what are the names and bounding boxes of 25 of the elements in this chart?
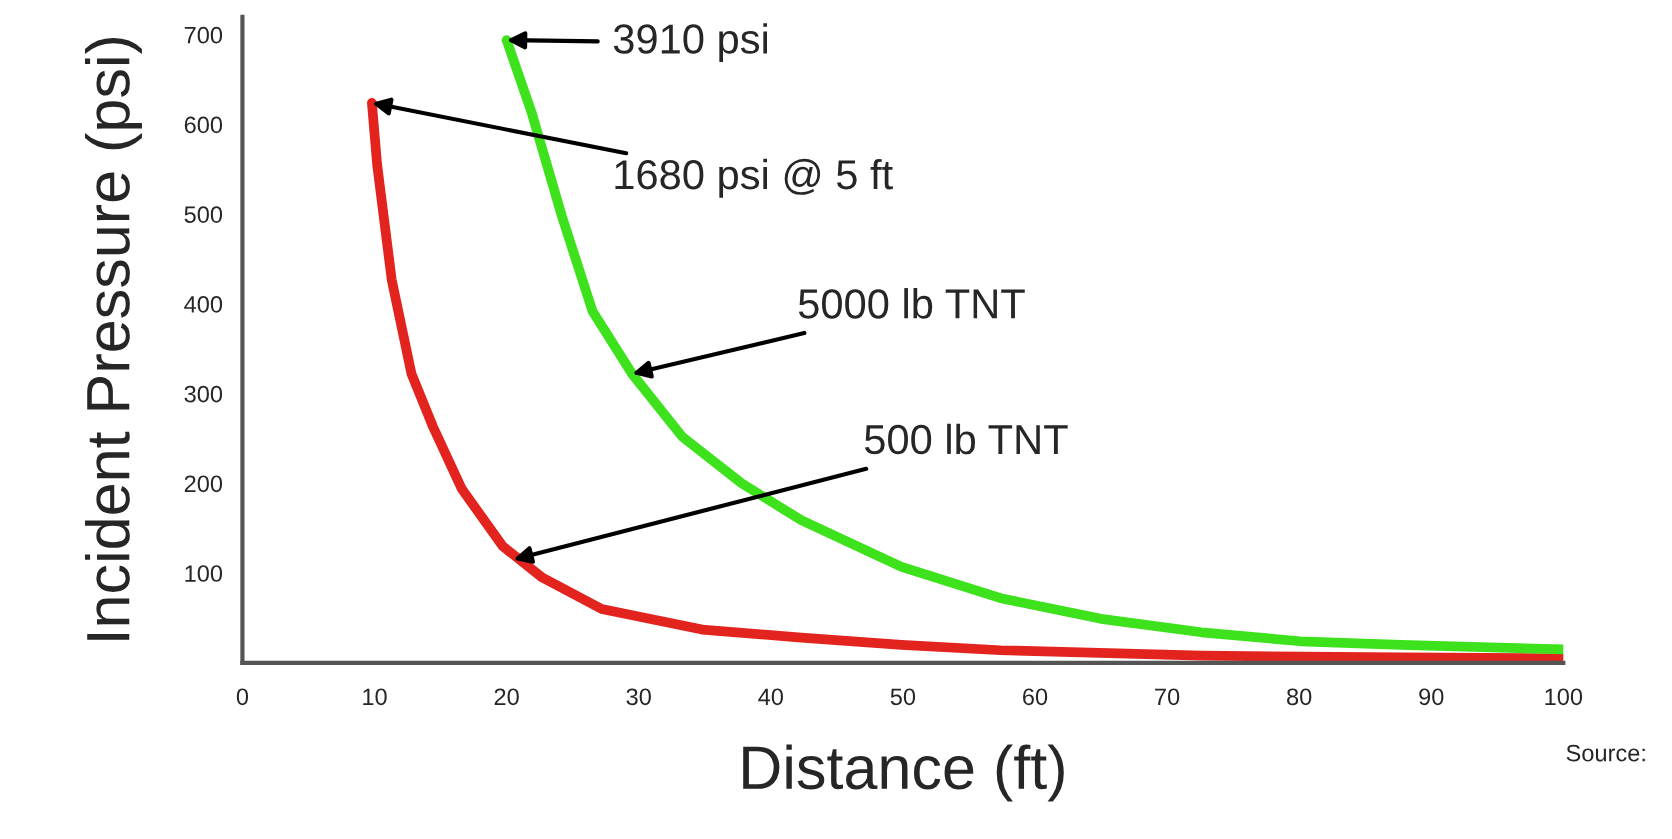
x-tick-label: 0	[236, 688, 249, 706]
y-tick-label: 600	[184, 116, 223, 134]
x-tick-label: 50	[890, 688, 916, 706]
annotation: 5000 lb TNT	[798, 288, 1025, 319]
x-tick-label: 10	[363, 688, 387, 706]
x-tick-label: 30	[626, 688, 651, 706]
x-tick-label: 20	[494, 688, 519, 706]
y-tick-label: 100	[185, 565, 223, 582]
x-tick-label: 40	[758, 688, 783, 706]
y-tick-label: 200	[184, 475, 223, 493]
source-note: Source:	[1566, 744, 1645, 762]
x-tick-label: 80	[1287, 688, 1312, 706]
x-tick-label: 90	[1419, 688, 1444, 706]
y-tick-label: 400	[184, 295, 223, 313]
x-tick-label: 60	[1023, 688, 1048, 706]
y-axis-title: Incident Pressure (psi)	[84, 37, 142, 640]
y-tick-label: 700	[184, 26, 223, 44]
annotation: 500 lb TNT	[864, 423, 1068, 455]
y-tick-label: 300	[184, 385, 223, 403]
annotation: 3910 psi	[613, 23, 768, 63]
x-tick-label: 100	[1545, 688, 1583, 706]
y-tick-label: 500	[184, 206, 223, 223]
x-tick-label: 70	[1155, 688, 1180, 706]
x-axis-title: Distance (ft)	[743, 744, 1064, 802]
annotation: 1680 psi @ 5 ft	[615, 158, 893, 198]
